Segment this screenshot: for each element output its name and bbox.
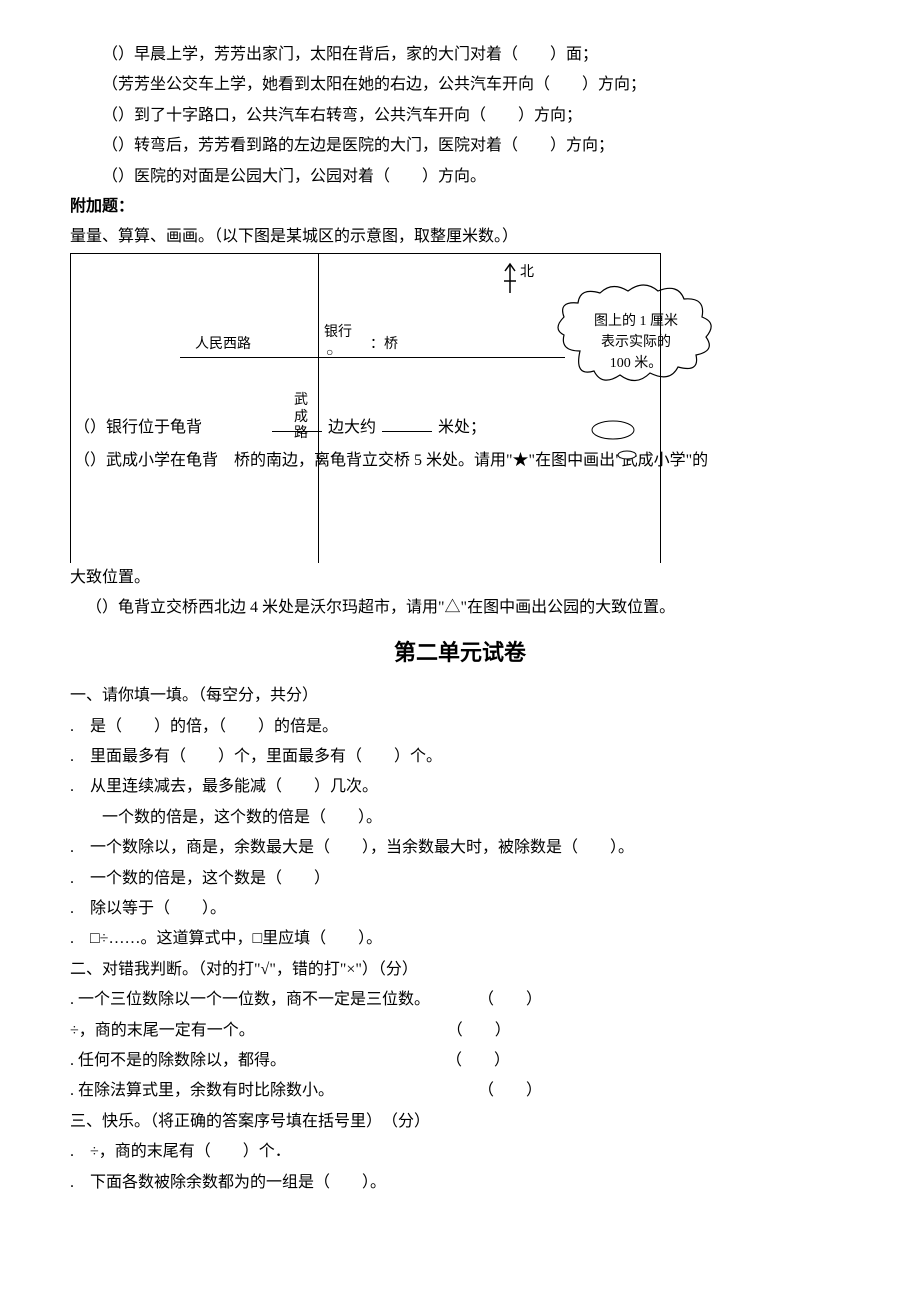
intro-line-5: （）医院的对面是公园大门，公园对着（ ）方向。 [70,162,850,192]
diagram-q1-end: 米处； [438,419,486,436]
overlay-text-block: （）银行位于龟背 边大约 米处； （）武成小学在龟背 桥的南边，离龟背立交桥 5… [74,411,850,478]
unit2-title: 第二单元试卷 [70,632,850,674]
sec2-q2: ÷，商的末尾一定有一个。 （ ） [70,1016,850,1046]
sec1-q2: . 里面最多有（ ）个，里面最多有（ ）个。 [70,742,850,772]
blank-direction[interactable] [272,415,322,432]
intro-line-1: （）早晨上学，芳芳出家门，太阳在背后，家的大门对着（ ）面； [70,40,850,70]
diagram-q2b: 大致位置。 [70,563,850,593]
scale-cloud: 图上的 1 厘米 表示实际的 100 米。 [550,281,720,421]
diagram-q2: （）武成小学在龟背 桥的南边，离龟背立交桥 5 米处。请用"★"在图中画出"武成… [74,452,708,469]
label-bridge: ：桥 [370,337,398,354]
sec2-q3: . 任何不是的除数除以，都得。 （ ） [70,1046,850,1076]
cloud-line-1: 图上的 1 厘米 [594,314,678,329]
sec3-q2: . 下面各数被除余数都为的一组是（ ）。 [70,1168,850,1198]
intro-line-3: （）到了十字路口，公共汽车右转弯，公共汽车开向（ ）方向； [70,101,850,131]
sec3-q1: . ÷，商的末尾有（ ）个． [70,1137,850,1167]
blank-distance[interactable] [382,415,432,432]
label-north: 北 [520,265,534,282]
sec1-head: 一、请你填一填。（每空分，共分） [70,681,850,711]
diagram-q1-mid: 边大约 [328,419,376,436]
cloud-line-3: 100 米。 [610,356,663,371]
extra-title: 附加题： [70,192,850,222]
north-arrow-icon [502,261,518,295]
diagram-line [188,357,298,358]
sec2-q4: . 在除法算式里，余数有时比除数小。 （ ） [70,1076,850,1106]
diagram-line [70,253,71,563]
label-bank: 银行 [324,325,352,342]
cloud-tail-oval-1 [590,419,636,441]
sec2-head: 二、对错我判断。（对的打"√"，错的打"×"）（分） [70,955,850,985]
sec1-q3b: 一个数的倍是，这个数的倍是（ ）。 [70,803,850,833]
sec1-q5: . 一个数的倍是，这个数是（ ） [70,864,850,894]
sec1-q6: . 除以等于（ ）。 [70,894,850,924]
cloud-tail-oval-2 [616,449,638,461]
diagram-line [318,253,319,563]
sec1-q4: . 一个数除以，商是，余数最大是（ ），当余数最大时，被除数是（ ）。 [70,833,850,863]
sec2-q1: . 一个三位数除以一个一位数，商不一定是三位数。 （ ） [70,985,850,1015]
cloud-text: 图上的 1 厘米 表示实际的 100 米。 [576,311,696,374]
sec3-head: 三、快乐。（将正确的答案序号填在括号里） （分） [70,1107,850,1137]
label-road-west: 人民西路 [195,337,251,354]
diagram-q1-part-a: （）银行位于龟背 [74,419,202,436]
extra-desc: 量量、算算、画画。（以下图是某城区的示意图，取整厘米数。） [70,222,850,252]
sec1-q7: . □÷……。这道算式中，□里应填（ ）。 [70,924,850,954]
diagram-line [70,253,660,254]
intro-line-2: （芳芳坐公交车上学，她看到太阳在她的右边，公共汽车开向（ ）方向； [70,70,850,100]
sec1-q1: . 是（ ）的倍，（ ）的倍是。 [70,712,850,742]
diagram-line [660,253,661,563]
city-diagram: 人民西路 银行 ○ ：桥 武成路 北 图上的 1 厘米 表示实际的 100 米。… [70,253,850,563]
sec1-q3: . 从里连续减去，最多能减（ ）几次。 [70,772,850,802]
diagram-q3: （）龟背立交桥西北边 4 米处是沃尔玛超市，请用"△"在图中画出公园的大致位置。 [70,593,850,623]
intro-line-4: （）转弯后，芳芳看到路的左边是医院的大门，医院对着（ ）方向； [70,131,850,161]
